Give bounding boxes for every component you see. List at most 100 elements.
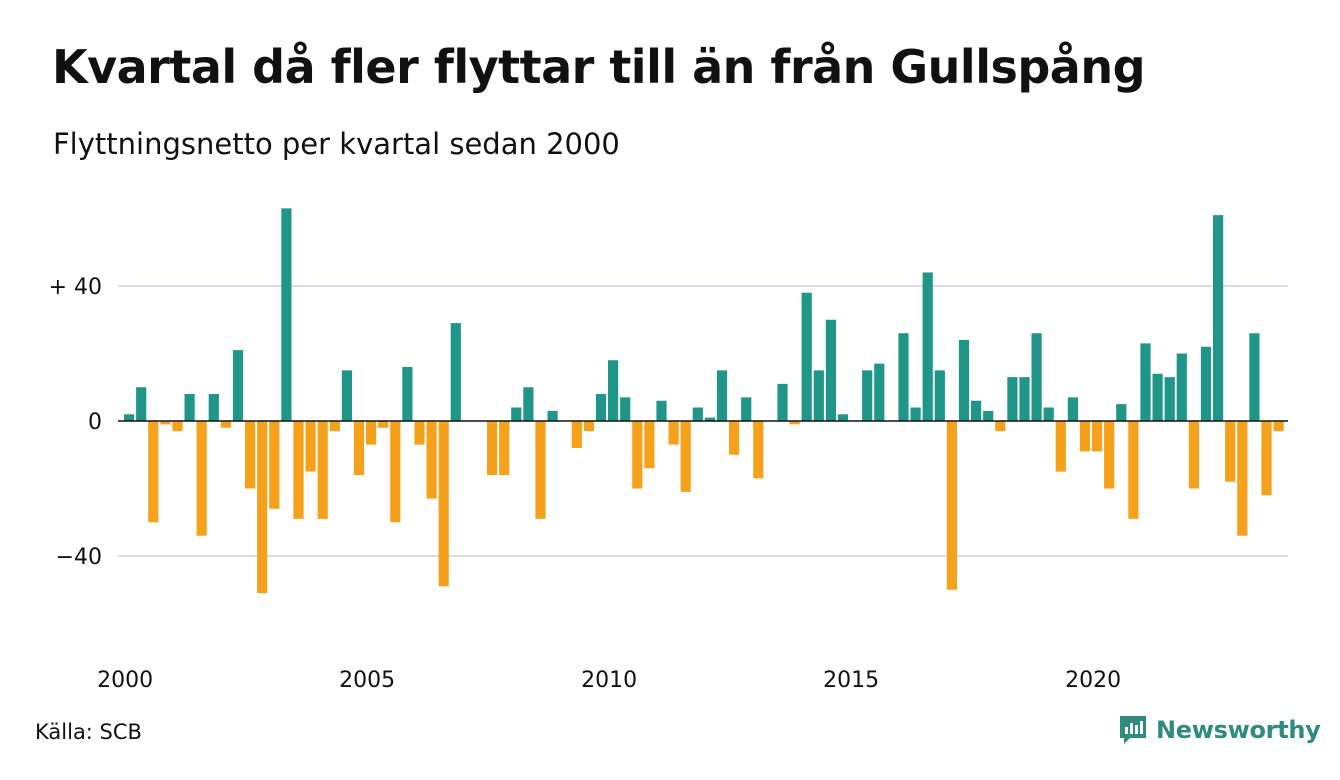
y-tick-label: + 40 <box>49 275 102 300</box>
bar <box>450 323 461 421</box>
bar <box>922 272 933 421</box>
bar <box>595 394 607 421</box>
bar <box>124 414 135 421</box>
bar <box>1043 407 1054 421</box>
bar <box>329 421 340 432</box>
bar <box>341 370 352 421</box>
bar <box>438 421 449 587</box>
x-tick-label: 2015 <box>823 668 879 693</box>
bar <box>801 292 812 421</box>
bar <box>1237 421 1248 536</box>
bar <box>789 421 800 425</box>
brand-logo: Newsworthy <box>1118 714 1321 746</box>
bars <box>124 208 1284 594</box>
x-axis-ticks: 2000 2005 2010 2015 2020 <box>97 668 1121 693</box>
bar <box>523 387 534 421</box>
bar <box>487 421 498 475</box>
bar <box>257 421 268 594</box>
bar <box>971 400 982 421</box>
bar <box>946 421 957 590</box>
bar <box>632 421 643 489</box>
bar <box>208 394 219 421</box>
bar <box>1249 333 1260 421</box>
bar <box>995 421 1006 432</box>
bar <box>378 421 389 428</box>
bar <box>862 370 873 421</box>
bar <box>1128 421 1139 519</box>
bar <box>353 421 365 475</box>
bar <box>245 421 256 489</box>
bar <box>499 421 510 475</box>
bar <box>668 421 679 445</box>
bar <box>220 421 231 428</box>
bar <box>293 421 304 519</box>
bar <box>1079 421 1091 452</box>
y-tick-label: −40 <box>56 545 102 570</box>
x-tick-label: 2005 <box>339 668 395 693</box>
bar <box>620 397 631 421</box>
bar <box>1116 404 1127 421</box>
bar <box>547 410 558 421</box>
bar <box>910 407 921 421</box>
bar <box>692 407 703 421</box>
bar <box>813 370 824 421</box>
x-tick-label: 2000 <box>97 668 153 693</box>
bar <box>1188 421 1199 489</box>
bar <box>898 333 909 421</box>
bar <box>837 414 849 421</box>
source-note: Källa: SCB <box>35 720 142 744</box>
y-axis-ticks: + 40 0 −40 <box>49 275 102 570</box>
bar <box>172 421 183 432</box>
bar <box>1031 333 1042 421</box>
bar <box>1140 343 1151 421</box>
bar <box>402 367 413 421</box>
bar <box>1055 421 1066 472</box>
bar <box>196 421 207 536</box>
bar <box>716 370 728 421</box>
bar <box>1261 421 1272 496</box>
bar <box>874 363 885 421</box>
chart-subtitle: Flyttningsnetto per kvartal sedan 2000 <box>53 127 620 161</box>
bar <box>1200 346 1212 421</box>
bar <box>269 421 280 509</box>
bar <box>680 421 691 492</box>
bar <box>958 340 970 421</box>
bar <box>777 383 788 421</box>
bar <box>317 421 328 519</box>
bar <box>1092 421 1103 452</box>
bar <box>1007 377 1018 421</box>
bar <box>160 421 171 425</box>
bar-chart: + 40 0 −40 2000 2005 2010 2015 2020 <box>49 208 1288 693</box>
bar <box>1152 373 1163 421</box>
bar <box>305 421 316 472</box>
bar <box>1019 377 1030 421</box>
bar <box>741 397 752 421</box>
bar <box>1213 215 1224 421</box>
chart-title: Kvartal då fler flyttar till än från Gul… <box>52 40 1146 94</box>
grid-lines <box>118 285 1288 557</box>
bar <box>136 387 147 421</box>
bar <box>729 421 740 455</box>
bar <box>184 394 195 421</box>
bar <box>390 421 401 523</box>
bar <box>825 319 836 421</box>
x-tick-label: 2010 <box>581 668 637 693</box>
bar <box>148 421 159 523</box>
bar <box>1104 421 1115 489</box>
newsworthy-logo-icon <box>1120 716 1146 744</box>
bar <box>414 421 425 445</box>
bar <box>1225 421 1236 482</box>
bar <box>1273 421 1284 432</box>
x-tick-label: 2020 <box>1065 668 1121 693</box>
bar <box>753 421 764 479</box>
bar <box>704 417 715 421</box>
bar <box>656 400 667 421</box>
brand-name: Newsworthy <box>1156 716 1321 744</box>
bar <box>535 421 546 519</box>
bar <box>511 407 522 421</box>
bar <box>366 421 377 445</box>
bar <box>934 370 945 421</box>
bar <box>1067 397 1078 421</box>
bar <box>232 350 244 421</box>
bar <box>1176 353 1187 421</box>
